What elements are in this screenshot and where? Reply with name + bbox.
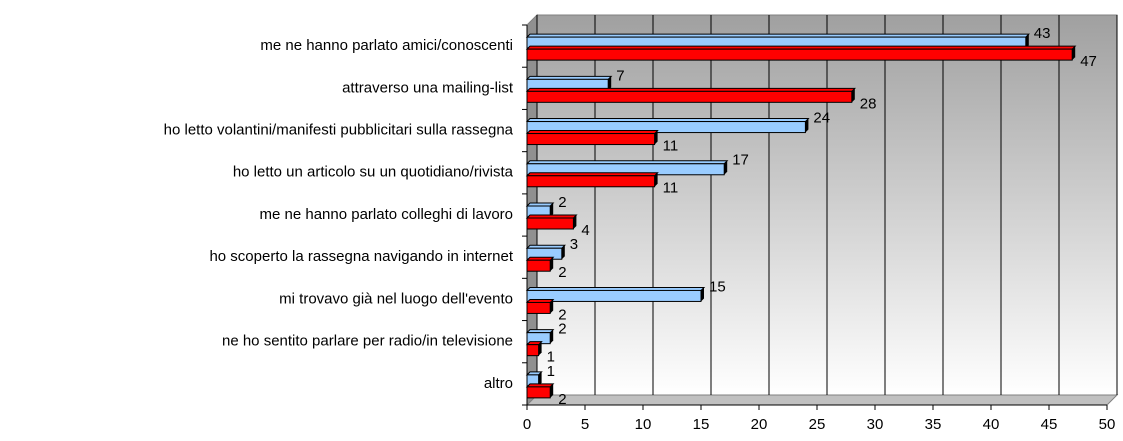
data-label: 28 xyxy=(860,95,877,112)
bar-side xyxy=(550,257,554,272)
x-tick-label: 40 xyxy=(983,416,1000,433)
x-tick-label: 20 xyxy=(751,416,768,433)
data-label: 24 xyxy=(813,110,830,127)
data-label: 2 xyxy=(558,264,566,281)
data-label: 4 xyxy=(581,222,589,239)
bar xyxy=(526,175,656,188)
bar-side xyxy=(608,76,612,91)
bar-side xyxy=(805,118,809,133)
y-tick-label: me ne hanno parlato amici/conoscenti xyxy=(260,37,513,54)
data-label: 17 xyxy=(732,152,749,169)
bar-side xyxy=(1072,46,1076,61)
bar xyxy=(526,217,574,230)
bar xyxy=(526,121,806,134)
data-label: 3 xyxy=(570,236,578,253)
bar-side xyxy=(654,172,658,187)
bar-side xyxy=(550,299,554,314)
x-tick-label: 0 xyxy=(523,416,531,433)
data-label: 2 xyxy=(558,321,566,338)
y-tick-label: attraverso una mailing-list xyxy=(342,79,514,96)
bar xyxy=(526,90,853,103)
bar-side xyxy=(701,287,704,302)
floor xyxy=(525,394,1119,406)
bar xyxy=(526,259,551,272)
x-tick-label: 5 xyxy=(581,416,589,433)
y-tick-label: ho letto volantini/manifesti pubblicitar… xyxy=(164,122,514,139)
x-tick-label: 10 xyxy=(635,416,652,433)
y-tick-label: mi trovavo già nel luogo dell'evento xyxy=(279,290,513,307)
x-tick-label: 35 xyxy=(925,416,942,433)
bar xyxy=(526,301,551,314)
y-tick-label: ne ho sentito parlare per radio/in telev… xyxy=(222,333,513,350)
data-label: 47 xyxy=(1080,53,1097,70)
bar-side xyxy=(550,203,554,217)
bar xyxy=(526,386,551,399)
bar-side xyxy=(561,245,565,260)
x-tick-label: 25 xyxy=(809,416,826,433)
bar-side xyxy=(550,383,554,398)
bar-side xyxy=(538,341,542,356)
data-label: 43 xyxy=(1034,25,1051,42)
data-label: 7 xyxy=(616,67,624,84)
bar-side xyxy=(538,371,542,386)
bar-side xyxy=(1025,34,1029,49)
bar-side xyxy=(550,329,554,344)
data-label: 15 xyxy=(709,278,726,295)
data-label: 11 xyxy=(663,180,679,197)
x-tick-label: 50 xyxy=(1099,416,1116,433)
data-label: 11 xyxy=(663,138,679,155)
bar-side xyxy=(724,160,728,175)
bar-side xyxy=(573,215,577,229)
x-tick-label: 30 xyxy=(867,416,884,433)
bar-side xyxy=(654,130,658,145)
data-label: 1 xyxy=(547,363,555,380)
data-label: 2 xyxy=(558,391,566,408)
y-tick-label: me ne hanno parlato colleghi di lavoro xyxy=(260,206,514,223)
bar xyxy=(526,48,1073,61)
y-tick-label: altro xyxy=(484,375,513,392)
bar xyxy=(526,289,702,302)
y-tick-label: ho scoperto la rassegna navigando in int… xyxy=(209,248,513,265)
bar-side xyxy=(851,88,855,103)
data-label: 1 xyxy=(547,349,555,366)
y-tick-label: ho letto un articolo su un quotidiano/ri… xyxy=(233,164,514,181)
x-tick-label: 15 xyxy=(693,416,710,433)
bar xyxy=(526,344,540,357)
x-tick-label: 45 xyxy=(1041,416,1058,433)
data-label: 2 xyxy=(558,306,566,323)
data-label: 2 xyxy=(558,194,566,211)
bar xyxy=(526,133,656,146)
